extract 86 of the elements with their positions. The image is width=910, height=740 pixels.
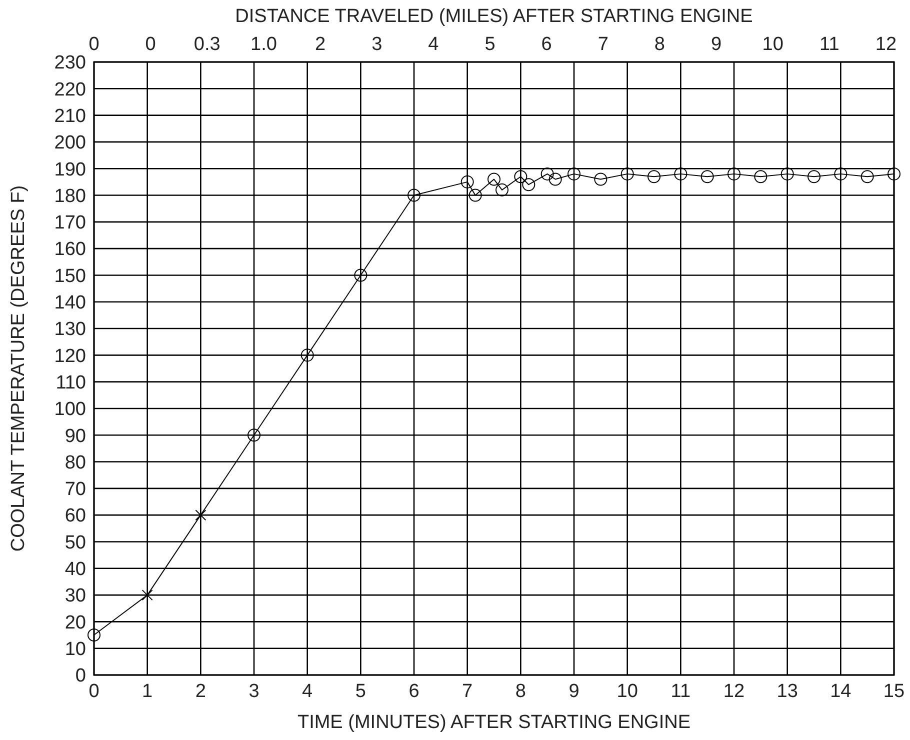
x-tick-label: 1 — [142, 681, 153, 702]
x-tick-label: 9 — [568, 681, 580, 702]
point — [548, 172, 562, 186]
x-tick-label: 6 — [408, 681, 420, 702]
y-tick-label: 230 — [54, 52, 86, 74]
text: 2 — [314, 34, 326, 55]
x-tick-label: 0 — [88, 681, 100, 702]
y-tick-label: 30 — [64, 586, 86, 607]
text: 4 — [428, 34, 440, 55]
y-tick-label: 120 — [54, 346, 86, 367]
point — [514, 170, 528, 184]
x-tick-label: 10 — [616, 681, 638, 702]
text: 10 — [762, 34, 784, 55]
y-tick-label: 10 — [64, 639, 86, 660]
x-tick-label: 4 — [302, 681, 314, 702]
text: 5 — [484, 34, 496, 55]
text: 0 — [145, 34, 156, 55]
point — [408, 188, 420, 202]
y-tick-label: 130 — [54, 319, 86, 340]
point — [808, 170, 820, 184]
y-axis-title: COOLANT TEMPERATURE (DEGREES F) — [8, 185, 29, 552]
point — [488, 172, 500, 186]
y-tick-label: 40 — [64, 559, 86, 580]
text: 0.3 — [194, 34, 220, 55]
point — [354, 268, 368, 282]
text: 0 — [88, 34, 100, 55]
y-tick-label: 110 — [56, 372, 86, 394]
y-tick-label: 70 — [64, 479, 86, 500]
y-tick-label: 100 — [54, 399, 86, 420]
y-tick-label: 200 — [54, 132, 86, 154]
y-tick-label: 170 — [54, 212, 86, 234]
x-tick-label: 5 — [355, 681, 366, 702]
text: 6 — [541, 34, 552, 55]
point — [700, 170, 714, 184]
point — [568, 167, 580, 180]
point — [300, 348, 314, 362]
x-tick-label: 7 — [462, 681, 473, 702]
y-tick-label: 20 — [64, 612, 86, 634]
x-tick-label: 11 — [670, 681, 691, 702]
point — [460, 175, 474, 188]
text: 9 — [710, 34, 722, 55]
x-tick-label: 13 — [776, 681, 798, 702]
y-tick-label: 80 — [64, 452, 86, 474]
y-tick-label: 210 — [54, 106, 86, 127]
point — [248, 428, 260, 442]
point — [496, 183, 508, 196]
x-tick-label: 14 — [830, 681, 852, 702]
x-axis-title: TIME (MINUTES) AFTER STARTING ENGINE — [297, 712, 691, 733]
point — [88, 628, 100, 642]
x-tick-label: 8 — [515, 681, 526, 702]
y-tick-label: 90 — [64, 426, 86, 447]
point — [728, 167, 740, 180]
x-tick-label: 3 — [248, 681, 260, 702]
text: 1.0 — [250, 34, 277, 55]
y-tick-label: 180 — [54, 186, 86, 207]
point — [754, 170, 768, 184]
point — [780, 167, 794, 180]
point — [860, 170, 874, 184]
point — [648, 170, 660, 184]
text: 3 — [372, 34, 382, 55]
y-tick-label: 220 — [54, 79, 86, 100]
x-tick-label: 15 — [883, 681, 905, 702]
y-tick-label: 190 — [54, 159, 86, 180]
point — [594, 172, 608, 186]
point — [195, 510, 206, 521]
point — [888, 167, 900, 180]
y-tick-label: 0 — [75, 666, 86, 687]
text: 11 — [820, 34, 840, 55]
point — [620, 167, 634, 180]
point — [834, 167, 848, 180]
y-tick-label: 150 — [54, 266, 86, 287]
x2-axis-title: DISTANCE TRAVELED (MILES) AFTER STARTING ENGINE — [235, 6, 753, 27]
text: 12 — [875, 34, 897, 55]
x-tick-label: 2 — [195, 681, 206, 702]
y-tick-label: 140 — [54, 292, 86, 314]
point — [540, 167, 554, 180]
x-tick-label: 12 — [723, 681, 745, 702]
text: 7 — [598, 34, 608, 55]
y-tick-label: 50 — [64, 532, 86, 554]
point — [522, 178, 536, 192]
point — [468, 188, 482, 202]
point — [142, 590, 153, 601]
text: 8 — [654, 34, 666, 55]
y-tick-label: 60 — [64, 506, 86, 527]
y-tick-label: 160 — [54, 239, 86, 260]
point — [674, 167, 688, 180]
